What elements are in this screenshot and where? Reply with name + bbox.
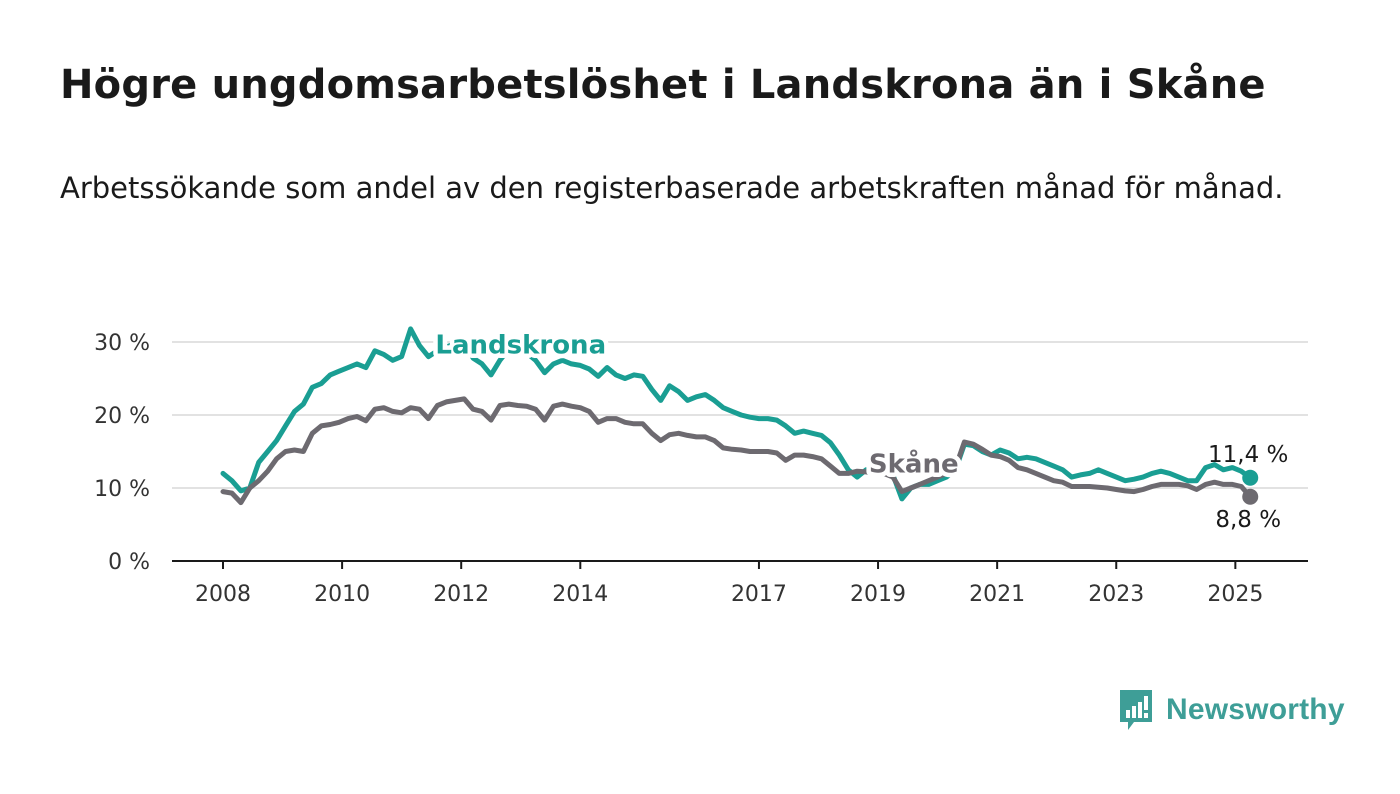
series-end-point — [1242, 469, 1259, 486]
y-tick-label: 0 % — [108, 550, 150, 575]
x-tick-label: 2019 — [850, 582, 906, 607]
x-tick-label: 2023 — [1088, 582, 1144, 607]
brand-name: Newsworthy — [1166, 693, 1345, 726]
x-tick-label: 2012 — [433, 582, 489, 607]
x-tick-label: 2021 — [969, 582, 1025, 607]
y-tick-label: 30 % — [94, 331, 150, 356]
line-chart: 0 % 10 % 20 % 30 % 2008 2010 2012 2014 2017 2019 2… — [94, 326, 1308, 607]
y-tick-label: 10 % — [94, 477, 150, 502]
series-line-landskrona — [220, 326, 1253, 502]
chart-subtitle: Arbetssökande som andel av den registerb… — [60, 171, 1284, 205]
series-end-label: 11,4 % — [1208, 442, 1288, 468]
series-label: Landskrona — [435, 331, 606, 361]
series-lines — [220, 326, 1259, 506]
series-label-halo: Skåne — [869, 448, 959, 480]
x-tick-label: 2014 — [552, 582, 608, 607]
series-line-skane — [220, 396, 1253, 506]
series-end-label: 8,8 % — [1215, 507, 1281, 533]
series-label-halo: Landskrona — [435, 331, 606, 361]
axes: 0 % 10 % 20 % 30 % 2008 2010 2012 2014 2017 2019 2… — [94, 331, 1308, 607]
x-tick-label: 2010 — [314, 582, 370, 607]
series-end-point — [1242, 488, 1259, 505]
chart-labels: 11,4 %8,8 %LandskronaLandskronaSkåneSkån… — [431, 326, 1289, 533]
newsworthy-logo: Newsworthy — [1118, 688, 1345, 732]
series-label: Skåne — [869, 448, 959, 480]
x-tick-label: 2017 — [731, 582, 787, 607]
x-tick-label: 2008 — [195, 582, 251, 607]
x-tick-label: 2025 — [1207, 582, 1263, 607]
chart-title: Högre ungdomsarbetslöshet i Landskrona ä… — [60, 62, 1266, 108]
y-tick-label: 20 % — [94, 404, 150, 429]
newsworthy-logo-icon — [1120, 690, 1152, 730]
